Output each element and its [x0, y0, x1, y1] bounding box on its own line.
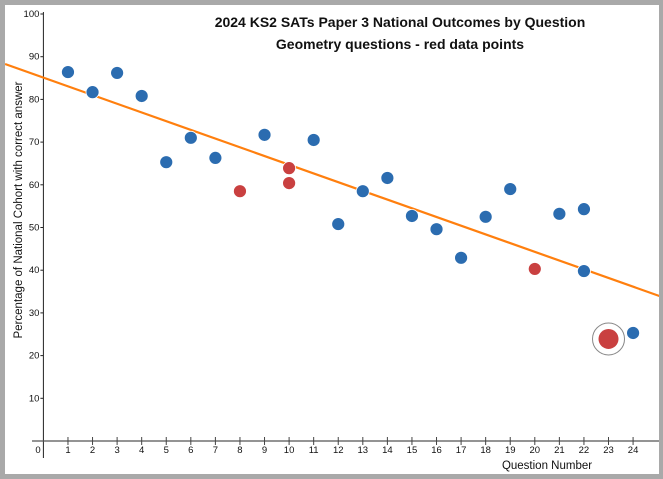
y-tick-label: 40	[29, 265, 40, 276]
data-point	[355, 184, 370, 199]
y-tick-label: 90	[29, 52, 40, 63]
y-axis-label: Percentage of National Cohort with corre…	[13, 81, 25, 338]
x-tick-label: 3	[114, 445, 119, 456]
data-point	[626, 326, 640, 340]
data-point	[61, 65, 75, 79]
x-tick-label: 7	[213, 445, 218, 456]
data-point	[306, 133, 321, 147]
x-tick-label: 15	[407, 445, 418, 456]
data-point	[577, 202, 591, 217]
x-tick-label: 23	[603, 445, 614, 456]
x-tick-label: 21	[554, 445, 565, 456]
x-tick-label: 4	[139, 445, 144, 456]
y-tick-label: 80	[29, 94, 40, 105]
data-point	[552, 206, 567, 221]
x-tick-label: 24	[628, 445, 639, 456]
y-tick-label: 10	[29, 393, 40, 404]
y-tick-label: 100	[24, 9, 40, 20]
data-point	[208, 150, 223, 165]
data-point	[577, 264, 591, 278]
chart-title: 2024 KS2 SATs Paper 3 National Outcomes …	[215, 14, 586, 30]
data-point	[134, 89, 149, 103]
geometry-data-point	[282, 161, 297, 176]
data-point	[183, 130, 198, 145]
x-tick-label: 5	[164, 445, 169, 456]
highlight-ring	[592, 322, 626, 356]
x-tick-label: 16	[431, 445, 442, 456]
data-point	[429, 222, 444, 237]
trend-line	[5, 62, 659, 298]
x-tick-label: 18	[480, 445, 491, 456]
x-tick-label: 20	[530, 445, 541, 456]
data-point	[405, 209, 419, 223]
x-tick-label: 19	[505, 445, 516, 456]
x-tick-label: 22	[579, 445, 590, 456]
x-tick-label: 1	[65, 445, 70, 456]
data-point	[503, 182, 518, 196]
y-tick-label: 30	[29, 308, 40, 319]
geometry-data-point	[282, 176, 297, 190]
x-tick-label: 8	[237, 445, 242, 456]
geometry-data-point	[527, 262, 542, 276]
data-point	[331, 217, 346, 231]
y-tick-label: 20	[29, 351, 40, 362]
x-tick-label: 0	[35, 445, 40, 456]
x-tick-label: 17	[456, 445, 467, 456]
data-point	[110, 66, 125, 80]
geometry-data-point	[233, 184, 247, 199]
y-tick-label: 50	[29, 223, 40, 234]
x-tick-label: 6	[188, 445, 193, 456]
x-tick-label: 11	[309, 445, 319, 456]
data-point	[478, 209, 493, 224]
data-point	[380, 171, 395, 185]
x-tick-label: 13	[358, 445, 369, 456]
x-tick-label: 2	[90, 445, 95, 456]
x-axis-label: Question Number	[502, 460, 592, 472]
highlighted-geometry-point	[598, 328, 619, 349]
y-tick-label: 60	[29, 180, 40, 191]
data-point	[454, 250, 468, 265]
data-point	[85, 85, 100, 100]
y-tick-label: 70	[29, 137, 40, 148]
data-point	[257, 127, 272, 142]
x-tick-label: 9	[262, 445, 267, 456]
x-tick-label: 12	[333, 445, 344, 456]
x-tick-label: 14	[382, 445, 393, 456]
x-tick-label: 10	[284, 445, 295, 456]
chart-subtitle: Geometry questions - red data points	[276, 36, 524, 52]
data-point	[159, 155, 174, 170]
